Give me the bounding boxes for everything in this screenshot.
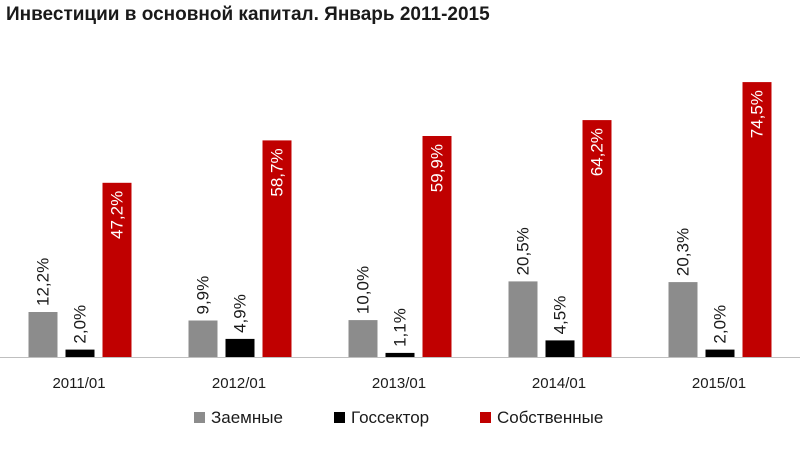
bar-2-5	[705, 349, 735, 357]
data-label-2-1: 2,0%	[71, 305, 90, 344]
bar-1-5	[668, 282, 698, 357]
legend-swatch-2	[334, 412, 345, 423]
data-label-3-2: 58,7%	[268, 148, 287, 196]
data-label-1-2: 9,9%	[194, 276, 213, 315]
x-tick-label-5: 2015/01	[692, 375, 746, 392]
bar-2-2	[225, 338, 255, 357]
data-label-3-1: 47,2%	[108, 191, 127, 239]
data-label-3-5: 74,5%	[748, 90, 767, 138]
legend-label-3: Собственные	[497, 408, 603, 427]
data-label-2-2: 4,9%	[231, 294, 250, 333]
legend-label-2: Госсектор	[351, 408, 429, 427]
bar-1-3	[348, 320, 378, 357]
bar-2-1	[65, 349, 95, 357]
x-tick-label-4: 2014/01	[532, 375, 586, 392]
data-label-1-4: 20,5%	[514, 227, 533, 275]
data-label-3-3: 59,9%	[428, 144, 447, 192]
bar-1-2	[188, 320, 218, 357]
legend-label-1: Заемные	[211, 408, 283, 427]
data-label-1-5: 20,3%	[674, 228, 693, 276]
data-label-1-1: 12,2%	[34, 258, 53, 306]
legend-swatch-3	[480, 412, 491, 423]
bar-3-1	[102, 182, 132, 357]
data-label-2-3: 1,1%	[391, 308, 410, 347]
x-tick-label-1: 2011/01	[52, 375, 105, 392]
bar-3-3	[422, 136, 452, 357]
bar-1-1	[28, 312, 58, 357]
bar-2-3	[385, 352, 415, 357]
x-tick-label-2: 2012/01	[212, 375, 266, 392]
bar-1-4	[508, 281, 538, 357]
bar-3-5	[742, 82, 772, 357]
data-label-2-4: 4,5%	[551, 296, 570, 335]
data-label-3-4: 64,2%	[588, 128, 607, 176]
data-label-1-3: 10,0%	[354, 266, 373, 314]
bar-3-4	[582, 120, 612, 357]
chart-title: Инвестиции в основной капитал. Январь 20…	[6, 4, 490, 25]
x-tick-label-3: 2013/01	[372, 375, 426, 392]
bar-2-4	[545, 340, 575, 357]
legend-swatch-1	[194, 412, 205, 423]
data-label-2-5: 2,0%	[711, 305, 730, 344]
bar-3-2	[262, 140, 292, 357]
